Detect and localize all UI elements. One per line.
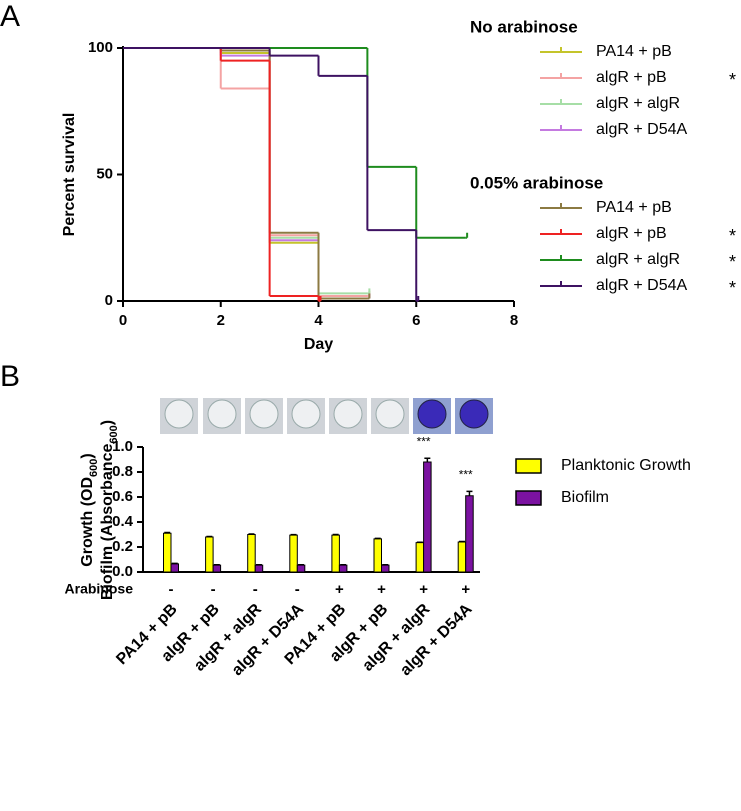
x-tick-label: 2 xyxy=(217,312,225,329)
significance-mark: * xyxy=(729,278,736,298)
row-value: + xyxy=(461,581,470,598)
legend-swatch xyxy=(515,490,542,506)
x-tick-label: 6 xyxy=(412,312,420,329)
y-axis-label-part: 600 xyxy=(108,425,120,443)
series xyxy=(123,47,371,295)
y-axis-label-part: Biofilm (Absorbance xyxy=(99,444,116,601)
x-tick-label: 8 xyxy=(510,312,518,329)
significance-mark: *** xyxy=(459,468,473,482)
legend-label: Biofilm xyxy=(561,489,609,506)
legend-label: Planktonic Growth xyxy=(561,457,691,474)
legend-label: algR + algR xyxy=(596,95,680,112)
y-axis-label-part: ) xyxy=(99,420,116,425)
bar xyxy=(296,564,306,573)
x-axis-label: Day xyxy=(304,336,333,353)
bar xyxy=(163,532,172,573)
y-tick-label: 1.0 xyxy=(112,438,133,455)
bar xyxy=(254,564,264,573)
well xyxy=(164,399,194,429)
well xyxy=(207,399,237,429)
row-value: - xyxy=(169,581,174,598)
y-tick-label: 0.6 xyxy=(112,488,133,505)
legend-swatch xyxy=(515,458,542,474)
bar xyxy=(381,564,390,573)
series xyxy=(123,47,371,297)
legend-heading: 0.05% arabinose xyxy=(470,173,603,192)
legend-label: algR + algR xyxy=(596,251,680,268)
significance-mark: * xyxy=(729,226,736,246)
y-axis-label-part: 600 xyxy=(88,459,100,477)
bar xyxy=(289,534,298,573)
bar xyxy=(423,461,432,573)
significance-mark: * xyxy=(729,70,736,90)
y-tick-label: 0.0 xyxy=(112,563,133,580)
significance-mark: *** xyxy=(417,434,431,448)
bar xyxy=(415,542,425,573)
series xyxy=(123,47,469,239)
bar xyxy=(247,534,256,573)
row-value: - xyxy=(211,581,216,598)
bar xyxy=(457,541,467,573)
well xyxy=(375,399,405,429)
y-tick-label: 0.2 xyxy=(112,538,133,555)
well xyxy=(249,399,279,429)
series xyxy=(123,47,371,300)
bar xyxy=(205,536,214,573)
legend-heading: No arabinose xyxy=(470,17,578,36)
well xyxy=(291,399,321,429)
well xyxy=(459,399,489,429)
panel-label: A xyxy=(0,0,20,33)
significance-mark: * xyxy=(729,252,736,272)
legend-label: algR + D54A xyxy=(596,277,687,294)
row-value: + xyxy=(335,581,344,598)
y-axis-label-part: Growth (OD xyxy=(79,477,96,567)
bar xyxy=(373,538,382,573)
series xyxy=(123,47,371,300)
x-tick-label: 4 xyxy=(314,312,323,329)
well xyxy=(333,399,363,429)
y-axis-label: Growth (OD600) xyxy=(79,453,100,566)
y-tick-label: 0 xyxy=(105,292,113,309)
legend-label: PA14 + pB xyxy=(596,43,672,60)
series xyxy=(123,47,420,302)
well-images xyxy=(160,398,493,434)
legend-label: algR + pB xyxy=(596,225,667,242)
row-label: Arabinose xyxy=(65,581,134,597)
row-value: + xyxy=(377,581,386,598)
y-tick-label: 0.8 xyxy=(112,463,133,480)
series xyxy=(123,47,371,300)
y-axis-label: Biofilm (Absorbance600) xyxy=(99,420,120,600)
bar xyxy=(170,563,179,573)
legend-label: PA14 + pB xyxy=(596,199,672,216)
row-value: - xyxy=(295,581,300,598)
y-tick-label: 100 xyxy=(88,39,113,56)
legend-label: algR + pB xyxy=(596,69,667,86)
bar xyxy=(212,564,222,573)
y-tick-label: 0.4 xyxy=(112,513,134,530)
legend-label: algR + D54A xyxy=(596,121,687,138)
well xyxy=(417,399,447,429)
row-value: - xyxy=(253,581,258,598)
bar xyxy=(338,564,348,573)
bar xyxy=(331,534,340,573)
y-tick-label: 50 xyxy=(96,165,113,182)
x-tick-label: 0 xyxy=(119,312,127,329)
y-axis-label-part: ) xyxy=(79,453,96,458)
row-value: + xyxy=(419,581,428,598)
bar xyxy=(465,495,474,573)
y-axis-label: Percent survival xyxy=(61,113,78,237)
panel-label: B xyxy=(0,360,20,393)
